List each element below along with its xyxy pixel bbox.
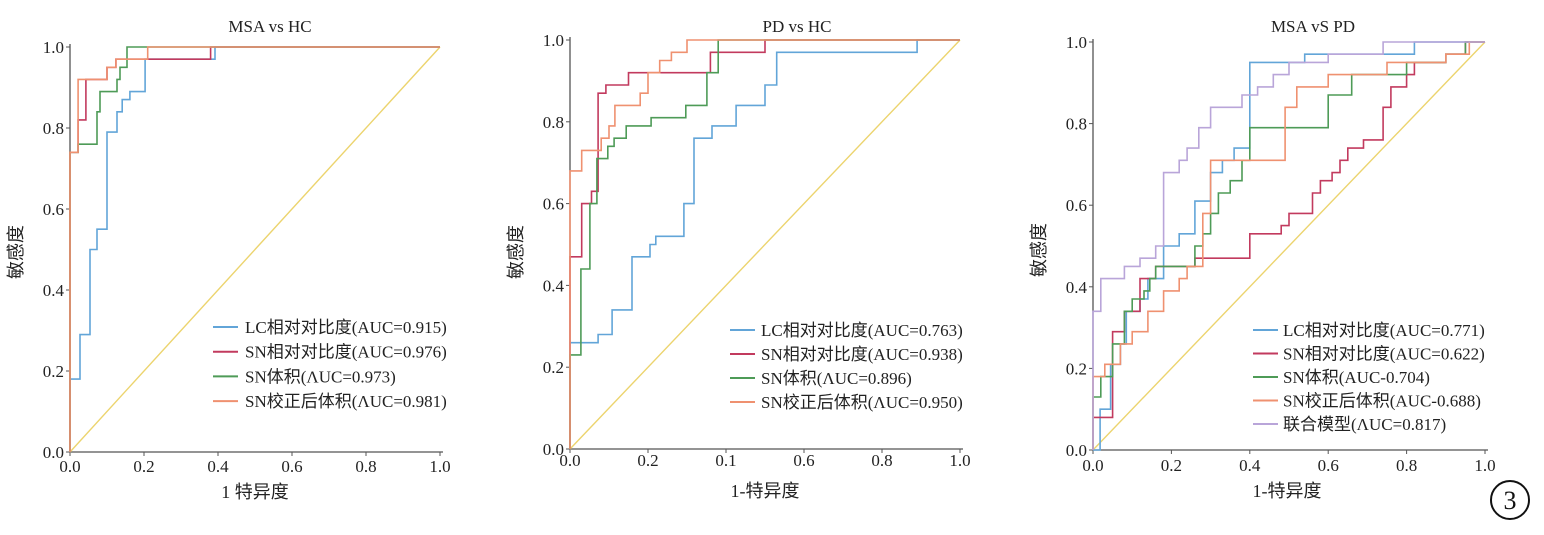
legend-item-sn-corrected-volume: SN校正后体积(ΛUC=0.981) bbox=[213, 392, 447, 411]
y-tick-label: 1.0 bbox=[1066, 33, 1087, 52]
legend: LC相对对比度(AUC=0.915) SN相对对比度(AUC=0.976) SN体积… bbox=[213, 318, 447, 411]
x-tick-label: 1.0 bbox=[949, 451, 970, 470]
x-axis-label: 1-特异度 bbox=[1253, 481, 1322, 501]
roc-panels: MSA vs HC 0.0 0.2 0.4 0.6 0.8 1.0 0.0 0.2 0.4 0.6 0… bbox=[6, 17, 1496, 502]
roc-curves bbox=[1092, 41, 1485, 451]
legend-item-lc-relative-contrast: LC相对对比度(AUC=0.771) bbox=[1253, 321, 1485, 340]
legend: LC相对对比度(AUC=0.771) SN相对对比度(AUC=0.622) SN体积… bbox=[1253, 321, 1485, 434]
legend-item-sn-relative-contrast: SN相对对比度(AUC=0.938) bbox=[730, 345, 963, 364]
y-axis-label: 敏感度 bbox=[506, 225, 526, 279]
roc-curve-lc-relative-contrast bbox=[69, 46, 440, 452]
legend-item-lc-relative-contrast: LC相对对比度(AUC=0.763) bbox=[730, 321, 963, 340]
legend-label-lc-relative-contrast: LC相对对比度(AUC=0.763) bbox=[761, 321, 963, 340]
x-axis-label: 1-特异度 bbox=[731, 481, 800, 501]
y-tick-label: 0.4 bbox=[1066, 278, 1088, 297]
roc-curves bbox=[69, 46, 440, 452]
legend-item-sn-corrected-volume: SN校正后体积(ΛUC=0.950) bbox=[730, 393, 963, 412]
legend-label-sn-relative-contrast: SN相对对比度(AUC=0.622) bbox=[1283, 345, 1485, 364]
roc-curve-combined-model bbox=[1092, 41, 1485, 450]
x-tick-label: 1.0 bbox=[429, 457, 450, 476]
roc-panel-msa-vs-hc: MSA vs HC 0.0 0.2 0.4 0.6 0.8 1.0 0.0 0.2 0.4 0.6 0… bbox=[6, 17, 451, 502]
y-tick-label: 0.8 bbox=[1066, 115, 1087, 134]
legend-item-sn-volume: SN体积(ΛUC=0.896) bbox=[730, 369, 912, 388]
legend-item-sn-relative-contrast: SN相对对比度(AUC=0.976) bbox=[213, 343, 447, 362]
chart-title: MSA vS PD bbox=[1271, 17, 1355, 36]
legend: LC相对对比度(AUC=0.763) SN相对对比度(AUC=0.938) SN体积… bbox=[730, 321, 963, 412]
chart-title: PD vs HC bbox=[763, 17, 832, 36]
roc-curve-sn-volume bbox=[569, 39, 960, 449]
roc-curves bbox=[569, 39, 960, 449]
x-tick-label: 0.2 bbox=[133, 457, 154, 476]
x-tick-label: 0.4 bbox=[1239, 456, 1261, 475]
x-tick-label: 0.6 bbox=[1318, 456, 1339, 475]
x-axis-label: 1 特异度 bbox=[221, 482, 289, 502]
x-tick-label: 1.0 bbox=[1474, 456, 1495, 475]
reference-diagonal bbox=[69, 46, 441, 453]
y-tick-label: 0.6 bbox=[543, 195, 564, 214]
y-tick-label: 0.0 bbox=[1066, 441, 1087, 460]
x-tick-label: 0.6 bbox=[281, 457, 302, 476]
legend-item-combined-model: 联合模型(ΛUC=0.817) bbox=[1253, 415, 1446, 434]
legend-label-lc-relative-contrast: LC相对对比度(AUC=0.915) bbox=[245, 318, 447, 337]
x-tick-label: 0.4 bbox=[207, 457, 229, 476]
y-tick-label: 0.2 bbox=[1066, 359, 1087, 378]
y-tick-label: 0.8 bbox=[543, 113, 564, 132]
legend-label-sn-volume: SN体积(ΛUC=0.973) bbox=[245, 367, 396, 386]
x-tick-label: 0.0 bbox=[1082, 456, 1103, 475]
x-tick-label: 0.2 bbox=[637, 451, 658, 470]
roc-panel-msa-vs-pd: MSA vS PD 0.0 0.2 0.4 0.6 0.8 1.0 0.0 0.2 0.4 0.6 0… bbox=[1029, 17, 1496, 501]
y-tick-label: 0.6 bbox=[43, 200, 64, 219]
y-tick-label: 0.4 bbox=[543, 276, 565, 295]
legend-label-sn-volume: SN体积(AUC-0.704) bbox=[1283, 368, 1430, 387]
legend-item-sn-volume: SN体积(ΛUC=0.973) bbox=[213, 367, 396, 386]
y-tick-label: 1.0 bbox=[43, 38, 64, 57]
figure-number-circle bbox=[1490, 480, 1530, 520]
legend-label-sn-corrected-volume: SN校正后体积(ΛUC=0.981) bbox=[245, 392, 447, 411]
x-tick-label: 0.8 bbox=[871, 451, 892, 470]
roc-panel-pd-vs-hc: PD vs HC 0.0 0.2 0.4 0.6 0.8 1.0 0.0 0.2 0.1 0.6 0.… bbox=[506, 17, 971, 501]
legend-label-sn-relative-contrast: SN相对对比度(AUC=0.976) bbox=[245, 343, 447, 362]
x-tick-label: 0.8 bbox=[355, 457, 376, 476]
y-tick-label: 0.4 bbox=[43, 281, 65, 300]
roc-curve-sn-corrected-volume bbox=[569, 39, 960, 449]
x-tick-label: 0.6 bbox=[793, 451, 814, 470]
legend-item-lc-relative-contrast: LC相对对比度(AUC=0.915) bbox=[213, 318, 447, 337]
y-tick-label: 0.0 bbox=[43, 443, 64, 462]
x-tick-label: 0.0 bbox=[59, 457, 80, 476]
x-tick-label: 0.0 bbox=[559, 451, 580, 470]
y-tick-label: 0.2 bbox=[543, 358, 564, 377]
legend-label-sn-volume: SN体积(ΛUC=0.896) bbox=[761, 369, 912, 388]
y-tick-label: 0.6 bbox=[1066, 196, 1087, 215]
legend-label-sn-corrected-volume: SN校正后体积(ΛUC=0.950) bbox=[761, 393, 963, 412]
y-tick-label: 0.8 bbox=[43, 119, 64, 138]
legend-item-sn-relative-contrast: SN相对对比度(AUC=0.622) bbox=[1253, 345, 1485, 364]
roc-curve-sn-corrected-volume bbox=[69, 46, 440, 452]
chart-title: MSA vs HC bbox=[228, 17, 311, 36]
roc-curve-lc-relative-contrast bbox=[569, 39, 960, 449]
y-axis-label: 敏感度 bbox=[1029, 223, 1049, 277]
reference-diagonal bbox=[1092, 41, 1486, 451]
figure-number-badge: 3 bbox=[1490, 480, 1530, 520]
y-axis-label: 敏感度 bbox=[6, 225, 26, 279]
legend-item-sn-corrected-volume: SN校正后体积(AUC-0.688) bbox=[1253, 392, 1481, 411]
x-tick-label: 0.1 bbox=[715, 451, 736, 470]
legend-label-combined-model: 联合模型(ΛUC=0.817) bbox=[1283, 415, 1446, 434]
legend-item-sn-volume: SN体积(AUC-0.704) bbox=[1253, 368, 1430, 387]
y-tick-label: 0.0 bbox=[543, 440, 564, 459]
reference-diagonal bbox=[569, 39, 961, 450]
legend-label-sn-relative-contrast: SN相对对比度(AUC=0.938) bbox=[761, 345, 963, 364]
legend-label-sn-corrected-volume: SN校正后体积(AUC-0.688) bbox=[1283, 392, 1481, 411]
roc-curve-sn-relative-contrast bbox=[569, 39, 960, 449]
roc-curve-sn-corrected-volume bbox=[1092, 41, 1485, 450]
figure-number: 3 bbox=[1504, 486, 1517, 515]
x-tick-label: 0.8 bbox=[1396, 456, 1417, 475]
y-tick-label: 0.2 bbox=[43, 362, 64, 381]
x-tick-label: 0.2 bbox=[1161, 456, 1182, 475]
y-tick-label: 1.0 bbox=[543, 31, 564, 50]
legend-label-lc-relative-contrast: LC相对对比度(AUC=0.771) bbox=[1283, 321, 1485, 340]
